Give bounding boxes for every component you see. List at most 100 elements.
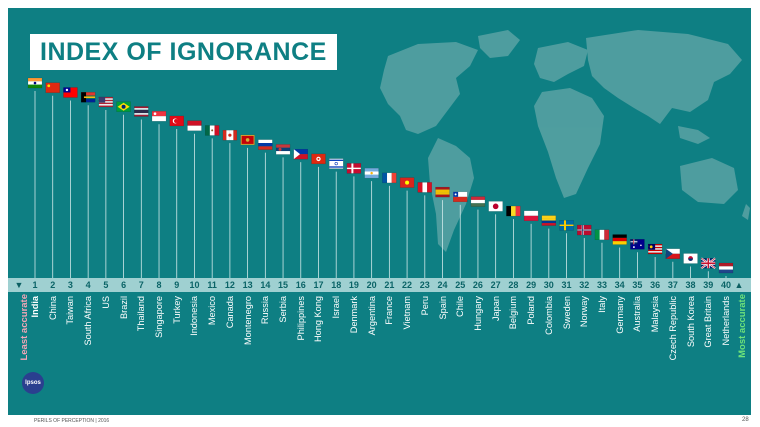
taiwan-flag-icon: [63, 87, 78, 98]
country-label: Montenegro: [242, 296, 253, 346]
chile-flag-icon: [453, 191, 468, 203]
rank-number: 29: [526, 280, 537, 290]
country-label: US: [100, 296, 111, 309]
country-label: Sweden: [561, 296, 572, 330]
country-label: Colombia: [543, 296, 554, 335]
country-label: Spain: [437, 296, 448, 320]
russia-flag-icon: [258, 139, 273, 150]
down-arrow-icon: ▼: [14, 280, 24, 290]
thailand-flag-icon: [134, 106, 149, 117]
rank-number: 25: [455, 280, 466, 290]
montenegro-flag-icon: [240, 134, 255, 146]
country-label: Philippines: [295, 296, 306, 341]
rank-axis-band: [8, 278, 751, 292]
rank-number: 8: [156, 280, 162, 290]
brazil-flag-icon: [116, 101, 131, 112]
ipsos-logo: Ipsos: [22, 372, 44, 394]
peru-flag-icon: [417, 182, 432, 193]
footer-text: PERILS OF PERCEPTION | 2016: [34, 418, 110, 424]
colombia-flag-icon: [541, 215, 557, 226]
country-label: South Korea: [685, 296, 696, 348]
japan-flag-icon: [488, 201, 503, 212]
country-label: Peru: [419, 296, 430, 316]
philippines-flag-icon: [293, 148, 308, 160]
country-label: Mexico: [207, 296, 218, 326]
argentina-flag-icon: [364, 167, 379, 179]
italy-flag-icon: [594, 229, 610, 240]
south-korea-flag-icon: [683, 253, 698, 264]
israel-flag-icon: [329, 158, 344, 169]
country-label: Czech Republic: [667, 296, 678, 361]
country-label: Poland: [526, 296, 537, 325]
rank-number: 34: [614, 280, 625, 290]
rank-number: 19: [348, 280, 359, 290]
country-label: Russia: [260, 296, 271, 325]
china-flag-icon: [45, 82, 60, 93]
country-label: Germany: [614, 296, 625, 334]
least-accurate-label: Least accurate: [19, 294, 30, 361]
country-label: Argentina: [366, 296, 377, 336]
country-label: Hong Kong: [313, 296, 324, 342]
rank-number: 20: [366, 280, 377, 290]
rank-number: 22: [402, 280, 413, 290]
country-label: South Africa: [83, 296, 94, 346]
serbia-flag-icon: [275, 144, 291, 155]
most-accurate-label: Most accurate: [737, 294, 748, 358]
rank-number: 12: [224, 280, 235, 290]
denmark-flag-icon: [346, 163, 362, 174]
country-label: Great Britain: [703, 296, 714, 348]
rank-number: 40: [720, 280, 731, 290]
country-label: Norway: [579, 296, 590, 328]
country-label: Indonesia: [189, 296, 200, 336]
country-label: Singapore: [154, 296, 165, 338]
flag-chart: [27, 77, 734, 278]
rank-number: 3: [67, 280, 73, 290]
us-flag-icon: [98, 96, 114, 108]
south-africa-flag-icon: [80, 92, 96, 103]
rank-number: 26: [472, 280, 483, 290]
germany-flag-icon: [612, 234, 627, 245]
rank-number: 7: [138, 280, 144, 290]
country-label: France: [384, 296, 395, 325]
country-label: Hungary: [472, 296, 483, 331]
rank-number: 10: [189, 280, 200, 290]
malaysia-flag-icon: [647, 243, 663, 255]
rank-number: 16: [295, 280, 306, 290]
rank-number: 13: [242, 280, 253, 290]
norway-flag-icon: [577, 224, 592, 236]
country-label: Serbia: [278, 296, 289, 323]
rank-number: 21: [384, 280, 395, 290]
country-label: Brazil: [118, 296, 129, 319]
rank-number: 1: [32, 280, 38, 290]
up-arrow-icon: ▲: [734, 280, 744, 290]
rank-number: 30: [543, 280, 554, 290]
world-map-icon: [380, 30, 750, 252]
country-label: Japan: [490, 296, 501, 322]
rank-number: 39: [703, 280, 714, 290]
netherlands-flag-icon: [718, 262, 734, 274]
czech-republic-flag-icon: [665, 248, 681, 259]
rank-number: 35: [632, 280, 643, 290]
singapore-flag-icon: [151, 111, 167, 122]
country-label: Canada: [224, 296, 235, 329]
rank-number: 23: [419, 280, 430, 290]
rank-number: 31: [561, 280, 572, 290]
rank-number: 38: [685, 280, 696, 290]
country-label: Turkey: [171, 296, 182, 324]
page-number: 28: [742, 417, 749, 423]
rank-number: 18: [331, 280, 342, 290]
mexico-flag-icon: [204, 125, 220, 136]
rank-number: 4: [85, 280, 91, 290]
canada-flag-icon: [222, 129, 238, 141]
indonesia-flag-icon: [187, 120, 202, 131]
spain-flag-icon: [435, 186, 450, 198]
rank-number: 14: [260, 280, 271, 290]
hungary-flag-icon: [470, 196, 486, 207]
belgium-flag-icon: [506, 205, 521, 217]
turkey-flag-icon: [169, 115, 184, 127]
country-label: Taiwan: [65, 296, 76, 325]
great-britain-flag-icon: [700, 257, 716, 270]
australia-flag-icon: [630, 239, 645, 250]
hong-kong-flag-icon: [311, 153, 326, 165]
rank-number: 5: [103, 280, 109, 290]
